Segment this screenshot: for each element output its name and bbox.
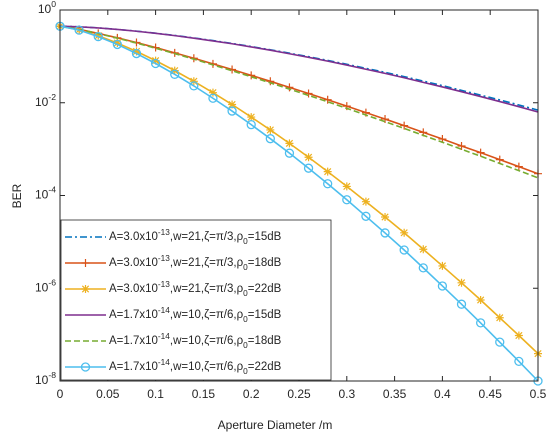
y-tick-label: 100 <box>38 0 56 16</box>
marker <box>419 245 428 254</box>
y-tick-label: 10-4 <box>35 185 56 202</box>
marker <box>361 197 370 206</box>
x-tick-label: 0.3 <box>338 387 355 401</box>
marker <box>131 48 142 59</box>
marker <box>514 356 524 367</box>
y-tick-label: 10-8 <box>35 370 56 387</box>
marker <box>495 155 504 164</box>
legend-marker <box>80 362 91 372</box>
marker <box>476 148 485 157</box>
marker <box>381 115 390 124</box>
marker <box>381 212 390 221</box>
x-tick-label: 0.5 <box>530 387 547 401</box>
marker <box>456 299 467 309</box>
marker <box>228 100 237 109</box>
marker <box>438 261 447 270</box>
marker <box>514 331 523 340</box>
legend-label: A=3.0x10-13,w=21,ζ=π/3,ρ0=18dB <box>109 254 282 272</box>
marker <box>400 228 409 237</box>
x-tick-label: 0.1 <box>147 387 164 401</box>
marker <box>514 162 523 171</box>
marker <box>475 318 486 328</box>
marker <box>342 195 352 205</box>
marker <box>74 25 84 35</box>
marker <box>284 148 295 158</box>
marker <box>303 163 314 173</box>
marker <box>400 121 409 130</box>
marker <box>151 56 160 65</box>
marker <box>247 113 256 122</box>
marker <box>285 83 294 92</box>
marker <box>437 281 448 291</box>
marker <box>266 125 275 134</box>
marker <box>189 81 199 91</box>
marker <box>323 167 332 176</box>
marker <box>495 337 505 347</box>
x-tick-label: 0.25 <box>287 387 311 401</box>
marker <box>380 228 390 238</box>
x-tick-label: 0.4 <box>434 387 451 401</box>
x-tick-label: 0.2 <box>243 387 260 401</box>
marker <box>93 31 103 42</box>
marker <box>304 89 313 98</box>
marker <box>399 245 409 255</box>
marker <box>266 77 275 86</box>
x-axis-label: Aperture Diameter /m <box>218 418 333 432</box>
marker <box>457 278 466 287</box>
marker <box>418 263 428 273</box>
legend-marker <box>81 259 90 267</box>
y-tick-label: 10-6 <box>35 278 56 295</box>
marker <box>170 69 180 79</box>
marker <box>112 39 123 50</box>
marker <box>476 296 485 304</box>
marker <box>495 313 504 322</box>
legend-label: A=1.7x10-14,w=10,ζ=π/6,ρ0=15dB <box>109 306 282 324</box>
marker <box>323 179 333 189</box>
marker <box>208 88 217 97</box>
x-tick-label: 0.05 <box>96 387 120 401</box>
marker <box>457 141 466 150</box>
marker <box>150 58 161 69</box>
marker <box>227 106 237 116</box>
legend-box <box>60 219 332 381</box>
legend-label: A=1.7x10-14,w=10,ζ=π/6,ρ0=18dB <box>109 332 282 350</box>
marker <box>342 182 351 191</box>
axes-frame <box>59 9 539 382</box>
y-axis-label: BER <box>10 183 24 208</box>
marker <box>94 31 103 40</box>
series-line <box>59 25 539 113</box>
legend-label: A=1.7x10-14,w=10,ζ=π/6,ρ0=22dB <box>109 358 282 376</box>
legend-label: A=3.0x10-13,w=21,ζ=π/3,ρ0=22dB <box>109 280 282 298</box>
legend-label: A=3.0x10-13,w=21,ζ=π/3,ρ0=15dB <box>109 228 282 246</box>
x-tick-label: 0.45 <box>479 387 503 401</box>
marker <box>246 120 256 130</box>
marker <box>265 134 275 144</box>
y-tick-label: 10-2 <box>35 92 56 109</box>
marker <box>285 139 294 148</box>
x-tick-label: 0.15 <box>192 387 216 401</box>
series-line <box>59 25 539 179</box>
marker <box>113 39 122 48</box>
marker <box>304 153 313 162</box>
marker <box>132 47 141 56</box>
marker <box>361 211 371 221</box>
marker <box>208 93 218 103</box>
x-tick-label: 0.35 <box>383 387 407 401</box>
x-tick-label: 0 <box>57 387 64 401</box>
marker <box>323 95 332 104</box>
legend-marker <box>81 285 90 293</box>
